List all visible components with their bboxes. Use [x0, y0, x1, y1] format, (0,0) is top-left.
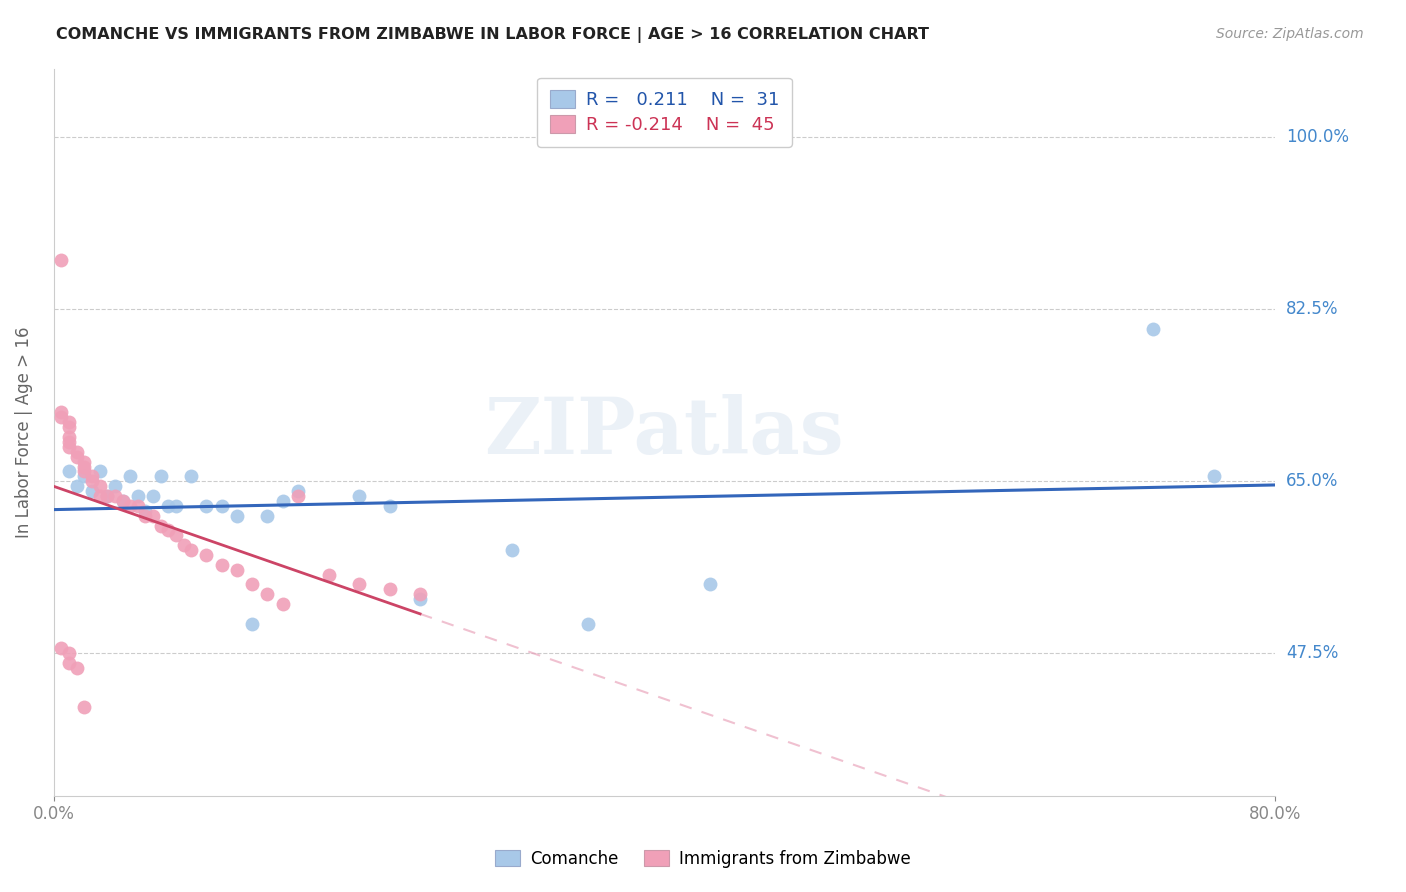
Text: Source: ZipAtlas.com: Source: ZipAtlas.com [1216, 27, 1364, 41]
Point [157, 499, 180, 513]
Point [1142, 322, 1164, 336]
Point [134, 504, 156, 518]
Point [73, 465, 96, 479]
Point [576, 616, 599, 631]
Point [287, 489, 309, 503]
Point [89, 465, 111, 479]
Point [347, 577, 370, 591]
Point [226, 508, 249, 523]
Legend: Comanche, Immigrants from Zimbabwe: Comanche, Immigrants from Zimbabwe [489, 844, 917, 875]
Point [80, 469, 103, 483]
Point [58, 440, 80, 454]
Point [51, 405, 73, 419]
Point [58, 434, 80, 449]
Point [89, 489, 111, 503]
Point [165, 528, 187, 542]
Y-axis label: In Labor Force | Age > 16: In Labor Force | Age > 16 [15, 326, 32, 538]
Point [149, 518, 172, 533]
Text: 47.5%: 47.5% [1286, 644, 1339, 662]
Point [240, 616, 263, 631]
Point [378, 499, 401, 513]
Text: 100.0%: 100.0% [1286, 128, 1348, 146]
Point [195, 548, 218, 562]
Point [409, 587, 432, 601]
Point [73, 459, 96, 474]
Point [347, 489, 370, 503]
Point [256, 587, 278, 601]
Point [73, 455, 96, 469]
Point [157, 524, 180, 538]
Point [226, 563, 249, 577]
Point [142, 489, 165, 503]
Point [58, 465, 80, 479]
Point [51, 410, 73, 425]
Point [66, 450, 89, 464]
Point [211, 558, 233, 572]
Point [104, 479, 127, 493]
Point [66, 479, 89, 493]
Point [96, 489, 118, 503]
Point [409, 592, 432, 607]
Point [1202, 469, 1225, 483]
Text: ZIPatlas: ZIPatlas [485, 394, 844, 470]
Point [58, 415, 80, 429]
Point [51, 253, 73, 268]
Point [142, 508, 165, 523]
Point [699, 577, 721, 591]
Point [73, 700, 96, 714]
Point [271, 597, 294, 611]
Point [80, 484, 103, 499]
Point [240, 577, 263, 591]
Text: 65.0%: 65.0% [1286, 472, 1339, 491]
Point [195, 499, 218, 513]
Text: 82.5%: 82.5% [1286, 301, 1339, 318]
Point [58, 420, 80, 434]
Point [127, 489, 149, 503]
Point [180, 469, 202, 483]
Point [89, 479, 111, 493]
Point [173, 538, 195, 552]
Point [58, 656, 80, 670]
Point [211, 499, 233, 513]
Point [256, 508, 278, 523]
Point [80, 475, 103, 489]
Point [104, 489, 127, 503]
Point [180, 543, 202, 558]
Legend: R =   0.211    N =  31, R = -0.214    N =  45: R = 0.211 N = 31, R = -0.214 N = 45 [537, 78, 792, 147]
Point [120, 469, 142, 483]
Point [149, 469, 172, 483]
Point [378, 582, 401, 597]
Point [58, 646, 80, 660]
Point [127, 499, 149, 513]
Point [96, 489, 118, 503]
Text: COMANCHE VS IMMIGRANTS FROM ZIMBABWE IN LABOR FORCE | AGE > 16 CORRELATION CHART: COMANCHE VS IMMIGRANTS FROM ZIMBABWE IN … [56, 27, 929, 43]
Point [66, 661, 89, 675]
Point [66, 444, 89, 458]
Point [501, 543, 523, 558]
Point [318, 567, 340, 582]
Point [51, 641, 73, 656]
Point [287, 484, 309, 499]
Point [271, 494, 294, 508]
Point [120, 499, 142, 513]
Point [58, 430, 80, 444]
Point [111, 494, 134, 508]
Point [165, 499, 187, 513]
Point [134, 508, 156, 523]
Point [111, 494, 134, 508]
Point [73, 469, 96, 483]
